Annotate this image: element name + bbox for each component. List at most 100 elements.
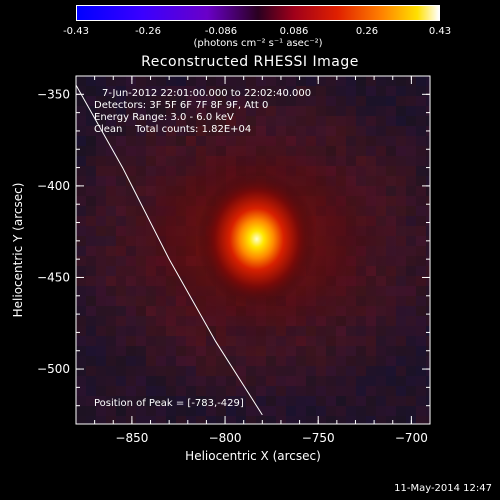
colorbar-tick-label: 0.26 [355, 26, 379, 37]
heatmap-cell [226, 386, 236, 396]
heatmap-cell [346, 396, 356, 406]
heatmap-cell [386, 176, 396, 186]
heatmap-cell [216, 396, 226, 406]
heatmap-cell [426, 156, 430, 166]
heatmap-cell [386, 336, 396, 346]
heatmap-cell [306, 86, 316, 96]
heatmap-cell [416, 256, 426, 266]
heatmap-cell [156, 76, 166, 86]
heatmap-cell [196, 96, 206, 106]
heatmap-cell [426, 216, 430, 226]
heatmap-cell [96, 206, 106, 216]
heatmap-cell [106, 296, 116, 306]
heatmap-cell [316, 106, 326, 116]
heatmap-cell [386, 96, 396, 106]
heatmap-cell [386, 156, 396, 166]
heatmap-cell [86, 246, 96, 256]
heatmap-cell [106, 396, 116, 406]
x-tick-label: −750 [302, 431, 335, 445]
heatmap-cell [386, 396, 396, 406]
heatmap-cell [86, 146, 96, 156]
heatmap-cell [166, 86, 176, 96]
heatmap-cell [426, 396, 430, 406]
heatmap-cell [276, 356, 286, 366]
heatmap-cell [106, 136, 116, 146]
heatmap-cell [176, 356, 186, 366]
heatmap-cell [166, 116, 176, 126]
heatmap-cell [416, 296, 426, 306]
heatmap-cell [376, 86, 386, 96]
heatmap-cell [86, 356, 96, 366]
heatmap-cell [96, 386, 106, 396]
heatmap-cell [286, 406, 296, 416]
heatmap-cell [356, 416, 366, 424]
heatmap-cell [356, 346, 366, 356]
heatmap-cell [316, 406, 326, 416]
heatmap-cell [116, 136, 126, 146]
heatmap-cell [76, 366, 86, 376]
heatmap-cell [126, 396, 136, 406]
heatmap-cell [156, 136, 166, 146]
heatmap-cell [116, 176, 126, 186]
heatmap-cell [126, 406, 136, 416]
heatmap-cell [346, 336, 356, 346]
heatmap-cell [86, 336, 96, 346]
heatmap-cell [106, 86, 116, 96]
heatmap-cell [406, 216, 416, 226]
heatmap-cell [86, 286, 96, 296]
heatmap-cell [326, 126, 336, 136]
heatmap-cell [406, 326, 416, 336]
heatmap-cell [256, 386, 266, 396]
heatmap-cell [206, 86, 216, 96]
heatmap-cell [106, 326, 116, 336]
heatmap-cell [416, 146, 426, 156]
heatmap-cell [96, 306, 106, 316]
plot-frame [75, 75, 431, 425]
heatmap-cell [416, 326, 426, 336]
heatmap-cell [346, 126, 356, 136]
heatmap-cell [346, 96, 356, 106]
heatmap-cell [376, 316, 386, 326]
heatmap-cell [346, 76, 356, 86]
peak-position-annotation: Position of Peak = [-783,-429] [94, 398, 244, 409]
heatmap-cell [96, 236, 106, 246]
heatmap-cell [96, 376, 106, 386]
heatmap-cell [246, 376, 256, 386]
heatmap-cell [256, 106, 266, 116]
heatmap-cell [76, 86, 86, 96]
heatmap-cell [336, 376, 346, 386]
heatmap-cell [236, 356, 246, 366]
heatmap-cell [146, 96, 156, 106]
heatmap-cell [146, 406, 156, 416]
heatmap-cell [76, 286, 86, 296]
detectors-annotation: Detectors: 3F 5F 6F 7F 8F 9F, Att 0 [94, 100, 269, 111]
heatmap-cell [76, 196, 86, 206]
heatmap-cell [296, 86, 306, 96]
heatmap-cell [376, 96, 386, 106]
heatmap-cell [96, 76, 106, 86]
heatmap-cell [86, 96, 96, 106]
heatmap-cell [86, 346, 96, 356]
heatmap-cell [326, 356, 336, 366]
heatmap-cell [186, 356, 196, 366]
heatmap-cell [416, 266, 426, 276]
heatmap-cell [366, 126, 376, 136]
heatmap-cell [356, 136, 366, 146]
heatmap-cell [336, 116, 346, 126]
heatmap-cell [426, 366, 430, 376]
heatmap-cell [306, 416, 316, 424]
heatmap-cell [376, 336, 386, 346]
heatmap-cell [386, 406, 396, 416]
heatmap-cell [136, 136, 146, 146]
heatmap-cell [406, 306, 416, 316]
heatmap-cell [376, 326, 386, 336]
heatmap-cell [376, 396, 386, 406]
heatmap-cell [366, 136, 376, 146]
heatmap-cell [296, 106, 306, 116]
heatmap-cell [316, 386, 326, 396]
heatmap-cell [426, 326, 430, 336]
heatmap-cell [106, 406, 116, 416]
heatmap-cell [306, 116, 316, 126]
heatmap-cell [306, 356, 316, 366]
heatmap-cell [146, 376, 156, 386]
